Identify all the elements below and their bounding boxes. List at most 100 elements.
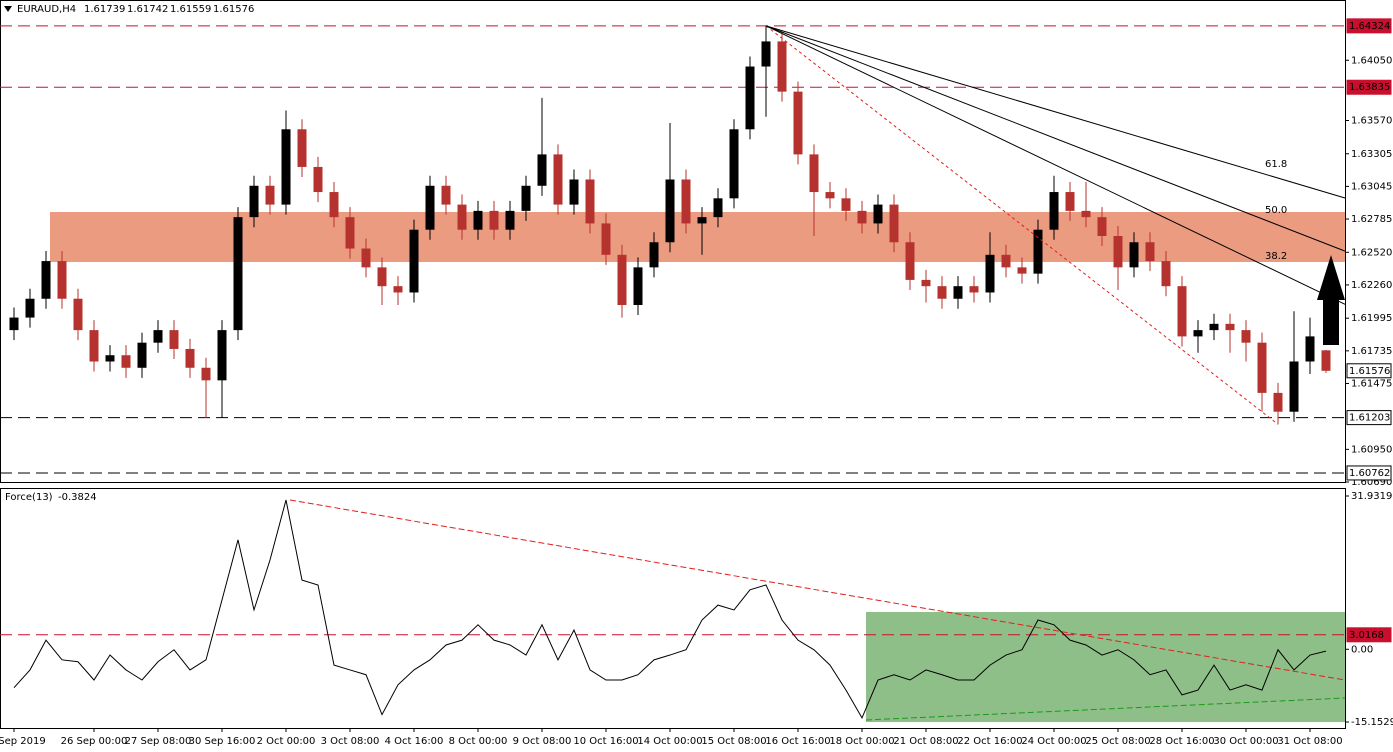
current-price: 1.61576 <box>1349 366 1390 377</box>
candle-body <box>921 279 931 287</box>
candle-body <box>665 179 675 243</box>
level-tag <box>1346 79 1392 95</box>
y-tick-label: 1.60950 <box>1351 444 1392 455</box>
x-tick-label: 2 Oct 00:00 <box>257 736 316 747</box>
candle-body <box>57 261 67 299</box>
candle-body <box>1241 330 1251 343</box>
x-tick-label: 16 Oct 16:00 <box>765 736 830 747</box>
candle-body <box>1161 261 1171 287</box>
y-tick-label: 1.63305 <box>1351 149 1392 160</box>
candle-body <box>89 330 99 362</box>
candle-body <box>73 298 83 331</box>
fan-line <box>765 25 1346 305</box>
candle-body <box>841 198 851 211</box>
x-tick-label: 25 Oct 08:00 <box>1085 736 1150 747</box>
candle-body <box>41 261 51 299</box>
level-tag <box>1346 410 1392 426</box>
level-label: 1.61203 <box>1349 413 1390 424</box>
fan-label: 38.2 <box>1265 251 1287 262</box>
x-tick-label: 10 Oct 16:00 <box>573 736 638 747</box>
x-tick-label: 24 Sep 2019 <box>0 736 46 747</box>
y-tick-label: 1.61735 <box>1351 346 1392 357</box>
candle-body <box>297 129 307 167</box>
up-arrow <box>1317 255 1345 345</box>
y-tick-label: -15.1529 <box>1351 717 1393 728</box>
candle-body <box>9 317 19 331</box>
candle-body <box>1289 361 1299 412</box>
candle-body <box>553 154 563 205</box>
close-value: 1.61576 <box>213 4 254 15</box>
x-tick-label: 3 Oct 08:00 <box>321 736 380 747</box>
candle-body <box>1017 267 1027 274</box>
candle-body <box>329 192 339 218</box>
candle-body <box>1225 323 1235 331</box>
candle-body <box>425 185 435 230</box>
candle-body <box>617 254 627 306</box>
candle-body <box>473 210 483 230</box>
candle-body <box>889 204 899 243</box>
candle-body <box>377 267 387 287</box>
level-tag <box>1346 465 1392 481</box>
low-value: 1.61559 <box>170 4 211 15</box>
level-label: 1.63835 <box>1349 82 1390 93</box>
x-tick-label: 15 Oct 08:00 <box>701 736 766 747</box>
y-tick-label: 1.64050 <box>1351 55 1392 66</box>
candle-body <box>777 41 787 92</box>
candle-body <box>825 192 835 199</box>
candle-body <box>1049 192 1059 230</box>
force-line <box>13 499 1327 720</box>
force-title: Force(13) <box>5 492 53 503</box>
candle-body <box>185 348 195 368</box>
candle-body <box>25 298 35 318</box>
fan-line <box>765 25 1346 199</box>
candle-body <box>1305 336 1315 362</box>
candle-body <box>249 185 259 218</box>
x-tick-label: 27 Sep 08:00 <box>125 736 192 747</box>
symbol-title: EURAUD,H4 <box>17 4 76 15</box>
candle-body <box>1001 254 1011 268</box>
level-label: 3.0168 <box>1349 630 1384 641</box>
x-tick-label: 22 Oct 16:00 <box>957 736 1022 747</box>
candle-body <box>1321 350 1331 371</box>
candle-body <box>809 154 819 193</box>
candle-body <box>857 210 867 224</box>
x-tick-label: 30 Sep 16:00 <box>189 736 256 747</box>
candle-body <box>345 217 355 249</box>
candle-body <box>601 223 611 255</box>
candle-body <box>969 286 979 293</box>
high-value: 1.61742 <box>127 4 168 15</box>
force-zone <box>866 612 1345 722</box>
open-value: 1.61739 <box>84 4 125 15</box>
candle-body <box>521 185 531 211</box>
candle-body <box>1193 330 1203 337</box>
candle-body <box>281 129 291 205</box>
candle-body <box>409 229 419 293</box>
candle-body <box>1065 192 1075 211</box>
x-tick-label: 9 Oct 08:00 <box>513 736 572 747</box>
y-tick-label: 1.61475 <box>1351 378 1392 389</box>
y-tick-label: 0.00 <box>1351 644 1373 655</box>
candle-body <box>633 267 643 306</box>
candle-body <box>1033 229 1043 274</box>
price-tag <box>1346 363 1392 379</box>
menu-icon[interactable] <box>4 6 12 12</box>
x-tick-label: 21 Oct 08:00 <box>893 736 958 747</box>
y-tick-label: 1.63570 <box>1351 116 1392 127</box>
candle-body <box>1097 217 1107 236</box>
candle-body <box>1081 210 1091 218</box>
candle-body <box>393 286 403 293</box>
x-tick-label: 28 Oct 16:00 <box>1149 736 1214 747</box>
y-tick-label: 1.62785 <box>1351 214 1392 225</box>
y-tick-label: 31.9319 <box>1351 491 1392 502</box>
candle-body <box>873 204 883 224</box>
candle-body <box>121 355 131 368</box>
force-trendline <box>289 499 1346 681</box>
candle-body <box>649 242 659 268</box>
candle-body <box>793 91 803 155</box>
candle-body <box>1177 286 1187 337</box>
x-tick-label: 14 Oct 00:00 <box>637 736 702 747</box>
x-tick-label: 24 Oct 00:00 <box>1021 736 1086 747</box>
candle-body <box>361 248 371 268</box>
candle-body <box>489 210 499 230</box>
level-tag <box>1346 18 1392 34</box>
